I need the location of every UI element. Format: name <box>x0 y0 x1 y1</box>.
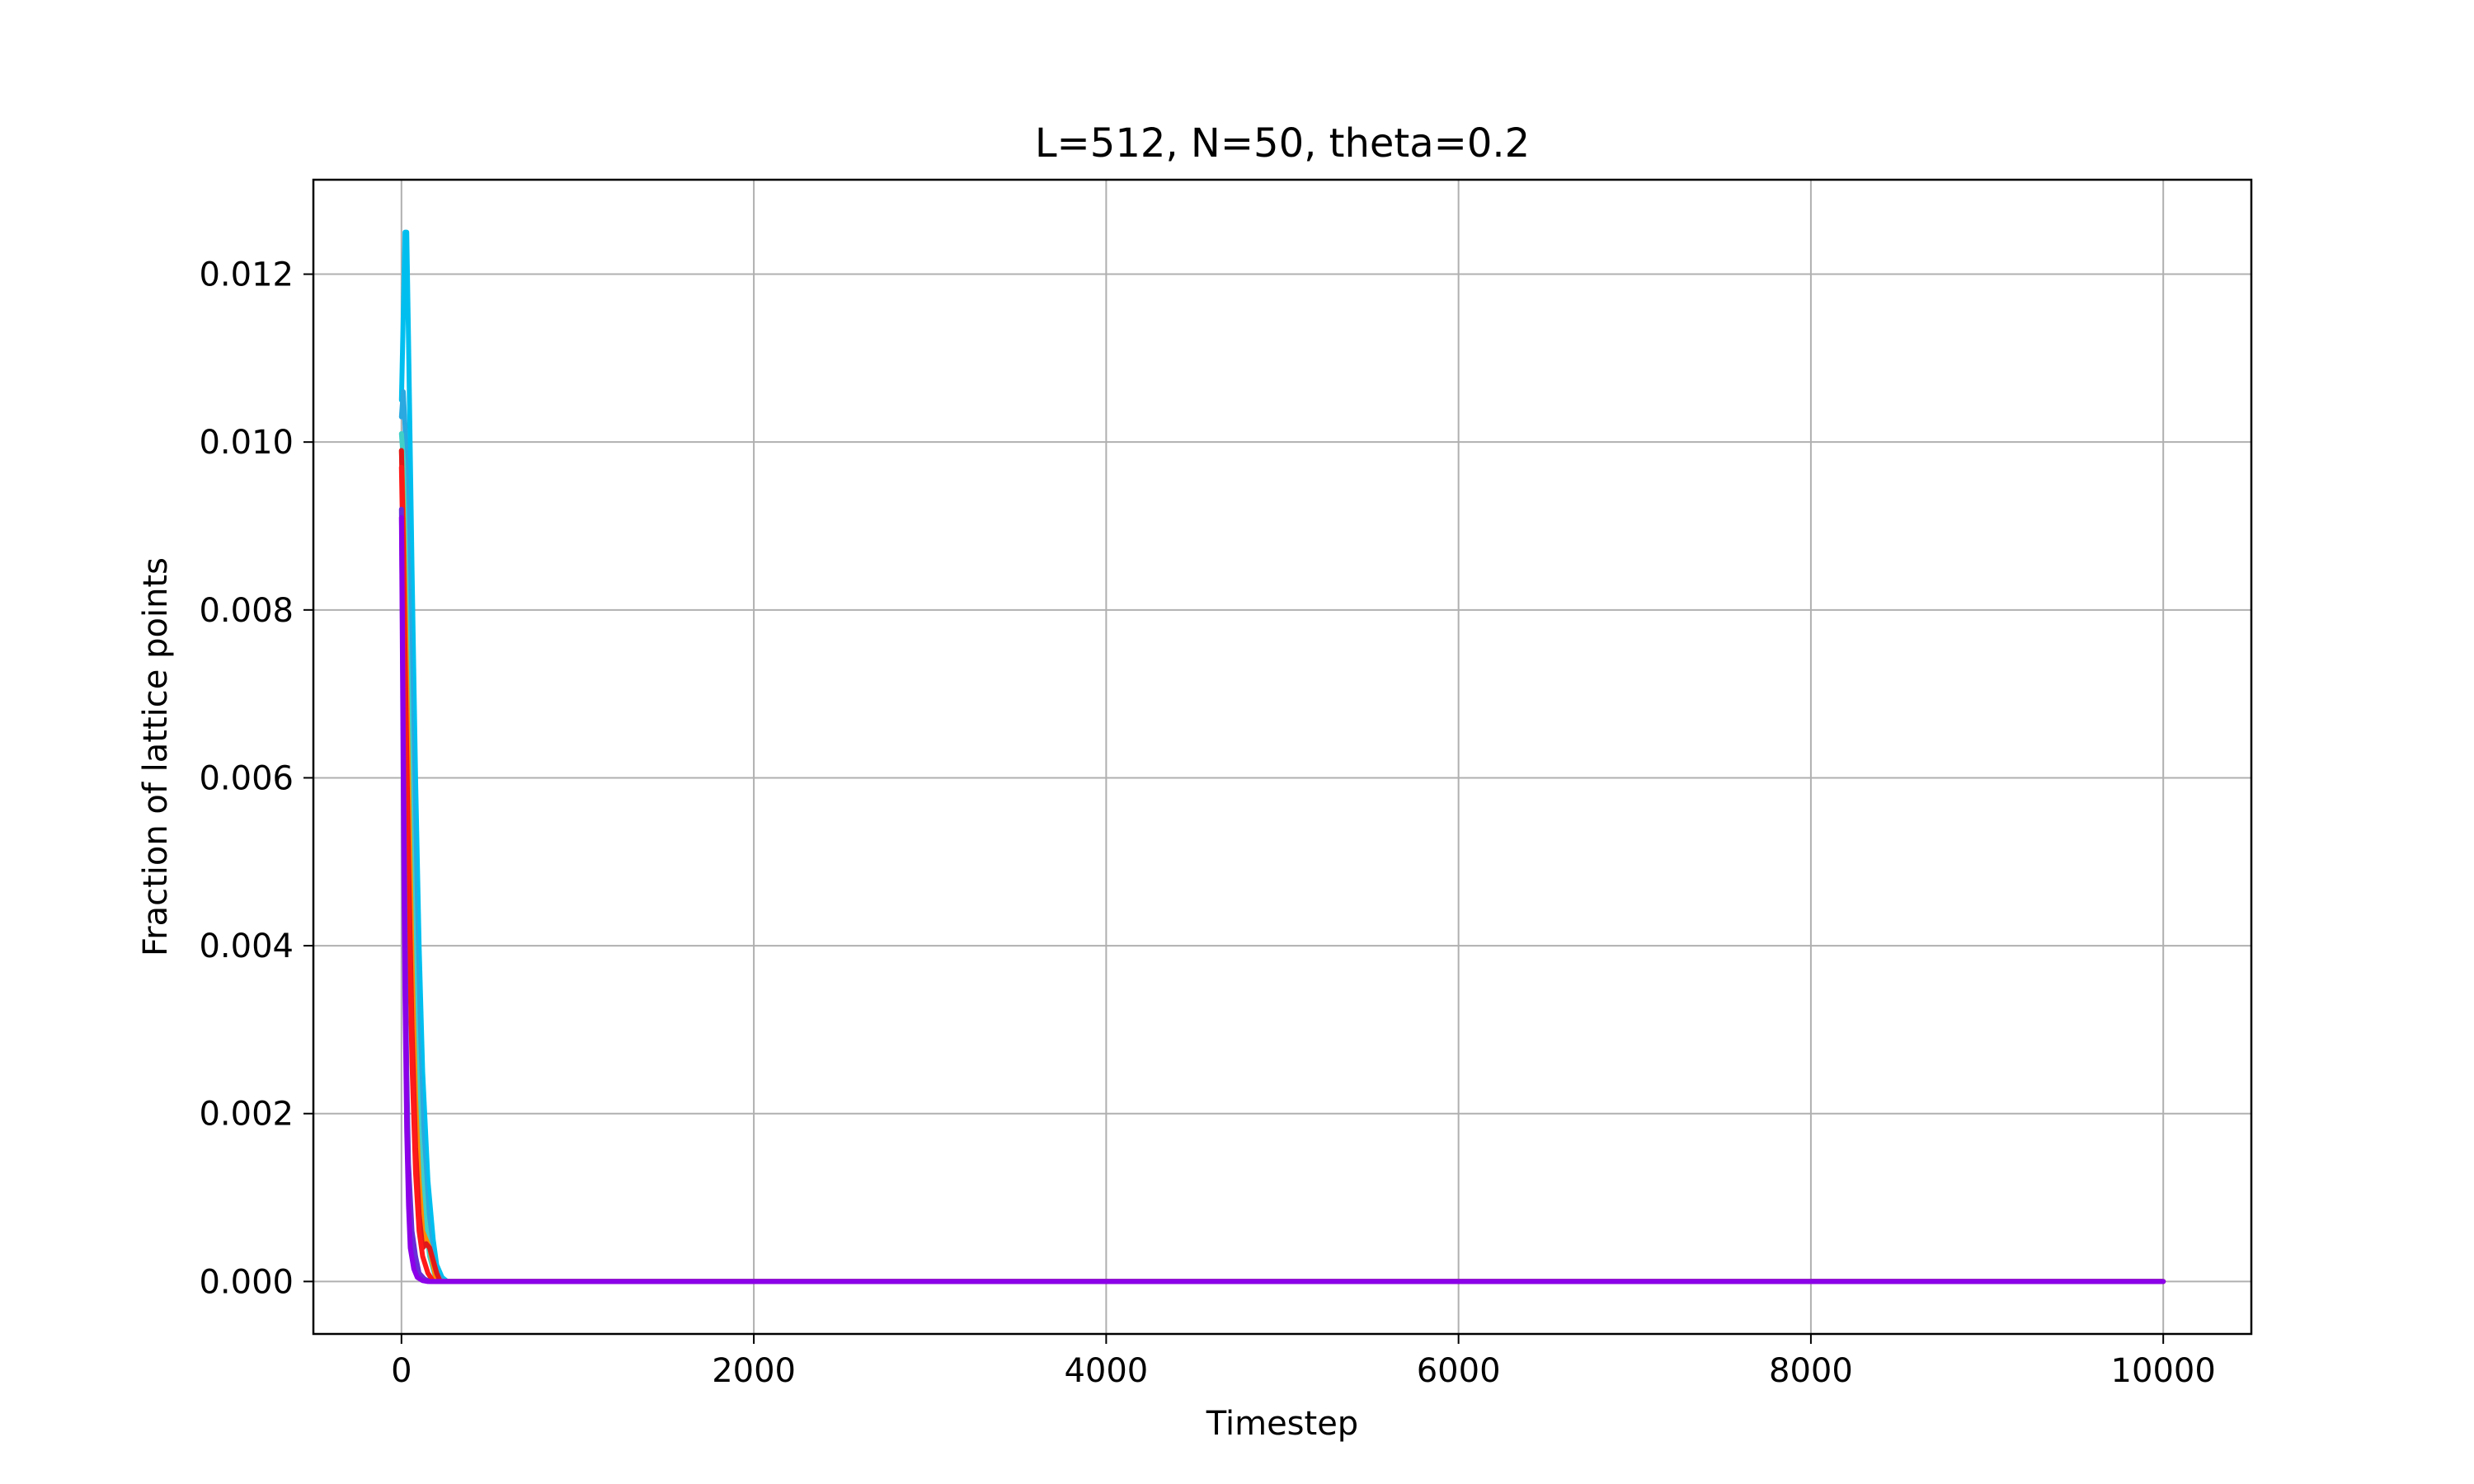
plot-frame <box>312 178 2253 1336</box>
x-tick-label: 0 <box>391 1352 412 1390</box>
series-line-1 <box>398 229 2166 1284</box>
grid-lines <box>313 180 2251 1334</box>
x-axis-label: Timestep <box>1206 1405 1358 1443</box>
x-tick-label: 10000 <box>2111 1352 2216 1390</box>
chart-title: L=512, N=50, theta=0.2 <box>1035 120 1530 167</box>
y-tick-label: 0.008 <box>199 592 294 630</box>
y-axis-label: Fraction of lattice points <box>137 557 175 956</box>
axis-ticks: 0 2000 4000 6000 8000 10000 0.000 0.002 0.004 0.0… <box>199 256 2215 1390</box>
x-tick-label: 4000 <box>1064 1352 1148 1390</box>
y-tick-label: 0.004 <box>199 928 294 965</box>
y-tick-label: 0.000 <box>199 1263 294 1301</box>
x-tick-label: 8000 <box>1769 1352 1853 1390</box>
data-series <box>398 229 2166 1284</box>
x-tick-label: 6000 <box>1417 1352 1501 1390</box>
series-line-8 <box>398 514 2166 1284</box>
y-tick-label: 0.002 <box>199 1096 294 1134</box>
y-tick-label: 0.006 <box>199 759 294 797</box>
y-tick-label: 0.010 <box>199 424 294 462</box>
x-tick-label: 2000 <box>712 1352 796 1390</box>
y-tick-label: 0.012 <box>199 256 294 294</box>
